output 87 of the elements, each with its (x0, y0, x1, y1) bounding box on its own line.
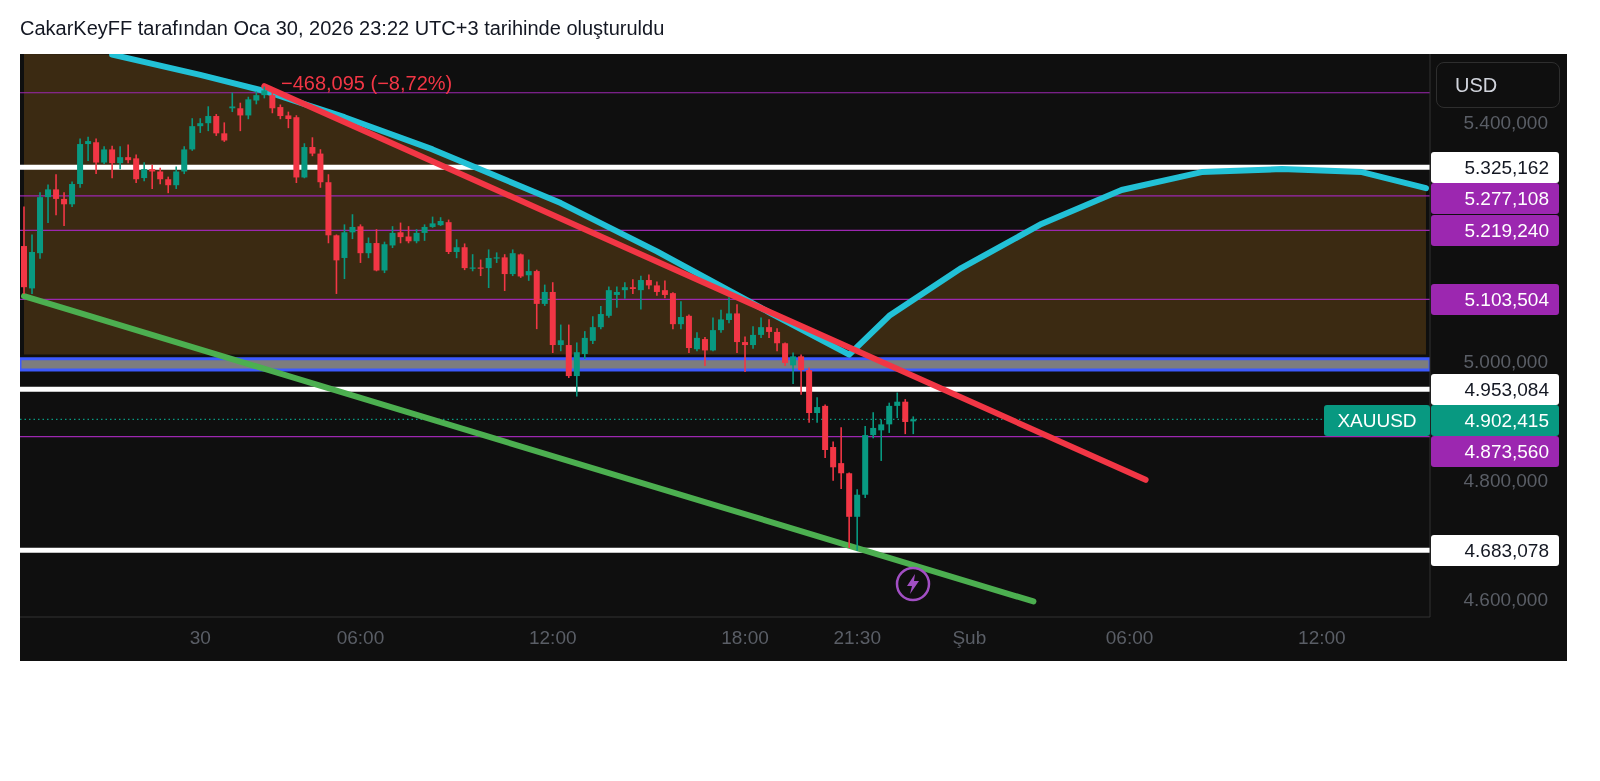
candlestick (389, 226, 396, 249)
candlestick (53, 174, 60, 216)
candlestick (661, 280, 668, 299)
candlestick (117, 146, 124, 170)
candlestick (677, 301, 684, 330)
x-tick-label: 21:30 (833, 626, 881, 648)
candlestick (205, 106, 212, 132)
candlestick (501, 254, 508, 291)
x-tick-label: 06:00 (1105, 626, 1154, 648)
candlestick (589, 316, 596, 345)
candlestick (782, 342, 789, 367)
candlestick (133, 154, 140, 184)
y-tick-label: 5.000,000 (1463, 350, 1548, 372)
candlestick (93, 138, 100, 175)
x-tick-label: 30 (189, 626, 211, 648)
ref-line-label: 4.953,084 (1431, 373, 1559, 405)
candlestick (830, 441, 837, 481)
candlestick (173, 166, 180, 189)
currency-button: USD (1436, 62, 1560, 108)
candlestick (814, 397, 821, 423)
x-tick-label: 18:00 (721, 626, 769, 648)
candlestick (349, 214, 356, 240)
candlestick (629, 279, 636, 294)
candlestick (541, 284, 548, 306)
ref-line-label: 5.325,162 (1431, 151, 1559, 183)
candlestick (509, 249, 516, 277)
candlestick (894, 392, 901, 419)
ref-line-label: 5.277,108 (1431, 182, 1559, 214)
x-tick-label: 06:00 (336, 626, 385, 648)
candlestick (726, 297, 732, 324)
candlestick (109, 145, 116, 179)
candlestick (181, 146, 188, 175)
ref-line-label: 4.873,560 (1431, 435, 1559, 467)
x-tick-label: 12:00 (1298, 626, 1346, 648)
candlestick (902, 399, 909, 435)
annotation: −468,095 (−8,72%) (281, 72, 453, 95)
x-tick-label: Şub (952, 626, 987, 648)
candlestick (637, 275, 644, 310)
candlestick (269, 89, 276, 114)
candlestick (365, 237, 372, 259)
ref-line-label: 4.683,078 (1431, 534, 1559, 566)
candlestick (397, 222, 404, 244)
candlestick (709, 317, 716, 352)
text: XAUUSD (1324, 404, 1430, 436)
candlestick (597, 306, 604, 330)
candlestick (461, 243, 468, 271)
candlestick (557, 324, 564, 352)
candlestick (613, 286, 620, 308)
candlestick (525, 259, 532, 281)
y-tick-label: 5.400,000 (1463, 112, 1548, 134)
candlestick (45, 184, 52, 223)
ref-line-label: 5.103,504 (1431, 283, 1559, 315)
candlestick (189, 118, 196, 151)
candlestick (85, 136, 92, 161)
candlestick (237, 102, 244, 132)
candlestick (766, 319, 773, 339)
candlestick (69, 181, 76, 207)
candlestick (229, 92, 236, 113)
candlestick (854, 489, 861, 551)
chart-title: CakarKeyFF tarafından Oca 30, 2026 23:22 UTC+3 tarihinde oluşturuldu (20, 17, 665, 40)
candlestick (774, 328, 781, 352)
candlestick (485, 249, 492, 288)
candlestick (838, 427, 845, 489)
candlestick (581, 331, 588, 359)
candlestick (125, 144, 132, 164)
candlestick (221, 122, 228, 142)
x-tick-label: 12:00 (528, 626, 577, 648)
candlestick (517, 253, 524, 278)
candlestick (621, 282, 628, 299)
candlestick (750, 326, 757, 349)
y-tick-label: 4.600,000 (1463, 589, 1548, 611)
candlestick (878, 419, 885, 461)
candlestick (798, 354, 805, 395)
candlestick (245, 96, 252, 120)
candlestick (701, 337, 708, 367)
candlestick (790, 352, 797, 385)
y-tick-label: 4.800,000 (1463, 469, 1548, 491)
candlestick (573, 342, 580, 397)
candlestick (197, 118, 204, 133)
candlestick (213, 114, 220, 136)
candlestick (645, 274, 652, 290)
candlestick (742, 336, 749, 373)
candlestick (758, 317, 765, 339)
candlestick (61, 192, 68, 226)
candlestick (717, 309, 724, 333)
ref-line-label: 4.902,415 (1431, 404, 1559, 436)
ref-line-label: 5.219,240 (1431, 214, 1559, 246)
